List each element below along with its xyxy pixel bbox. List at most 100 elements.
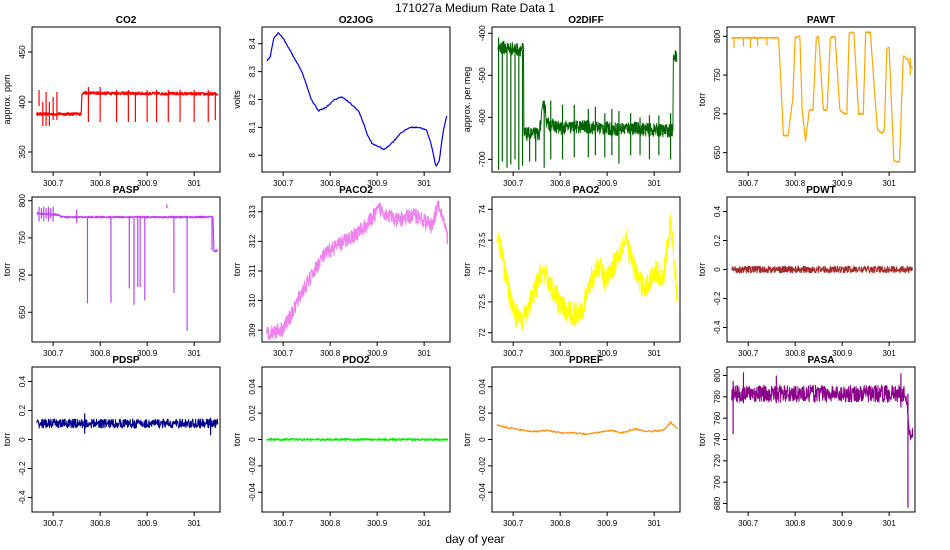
y-tick-label: 8.1 (248, 121, 257, 133)
x-tick-label: 300.7 (273, 179, 294, 188)
x-tick-label: 300.8 (320, 519, 341, 528)
panel-pao2: PAO2 torr 300.7 300.8 300.9 301 72 72.5 73 73.5 74 (462, 185, 681, 358)
x-tick-label: 300.8 (320, 349, 341, 358)
x-tick-label: 300.7 (503, 519, 524, 528)
x-tick-label: 300.9 (597, 179, 618, 188)
y-axis-label: torr (697, 433, 707, 447)
y-tick-label: -0.02 (248, 456, 257, 475)
series-line (731, 384, 914, 440)
y-axis-label: torr (232, 263, 242, 277)
x-tick-label: 300.8 (90, 179, 111, 188)
panel-title: PAO2 (573, 185, 600, 196)
y-tick-label: -0.04 (248, 483, 257, 502)
y-tick-label: 350 (18, 145, 27, 159)
y-tick-label: 740 (713, 432, 722, 446)
figure-title: 171027a Medium Rate Data 1 (395, 1, 555, 15)
series-line (266, 438, 449, 442)
y-tick-label: 8.2 (248, 93, 257, 105)
y-axis-label: torr (462, 433, 472, 447)
y-tick-label: 0.4 (18, 375, 27, 387)
plot-frame (31, 196, 221, 343)
series-line (36, 90, 219, 117)
x-tick-label: 300.8 (550, 519, 571, 528)
series-line (496, 214, 679, 332)
y-tick-label: 800 (713, 368, 722, 382)
x-tick-label: 300.7 (738, 349, 759, 358)
series-line (266, 32, 448, 167)
panel-title: PACO2 (339, 185, 373, 196)
y-tick-label: 0.02 (478, 405, 487, 421)
x-tick-label: 301 (647, 349, 661, 358)
y-tick-label: 8 (248, 152, 257, 157)
x-tick-label: 301 (647, 179, 661, 188)
x-tick-label: 301 (882, 179, 896, 188)
y-tick-label: 73 (478, 266, 487, 275)
y-tick-label: 0.2 (18, 404, 27, 416)
y-tick-label: 309 (248, 323, 257, 337)
y-tick-label: 312 (248, 234, 257, 248)
y-tick-label: 310 (248, 293, 257, 307)
y-axis-label: torr (462, 263, 472, 277)
y-tick-label: 0.04 (248, 378, 257, 394)
x-tick-label: 300.7 (43, 519, 64, 528)
panel-pasp: PASP torr 300.7 300.8 300.9 301 650 700 750 800 (2, 185, 221, 358)
plot-frame (261, 196, 451, 343)
y-tick-label: 0.4 (713, 205, 722, 217)
panel-title: O2DIFF (568, 15, 604, 26)
panel-o2jog: O2JOG volts 300.7 300.8 300.9 301 8 8.1 8.2 8.3 8.… (232, 15, 451, 188)
x-tick-label: 300.7 (738, 519, 759, 528)
series-line (36, 418, 219, 429)
x-tick-label: 300.7 (503, 179, 524, 188)
x-tick-label: 300.8 (320, 179, 341, 188)
x-tick-label: 300.7 (43, 349, 64, 358)
x-tick-label: 301 (187, 179, 201, 188)
x-tick-label: 300.8 (90, 519, 111, 528)
x-tick-label: 301 (647, 519, 661, 528)
figure-xlabel: day of year (445, 532, 504, 546)
x-tick-label: 300.9 (367, 519, 388, 528)
x-tick-label: 301 (417, 349, 431, 358)
x-tick-label: 300.7 (503, 349, 524, 358)
y-tick-label: 73.5 (478, 232, 487, 248)
plot-frame (491, 196, 681, 343)
panel-title: PDREF (569, 355, 603, 366)
x-tick-label: 300.9 (367, 179, 388, 188)
y-tick-label: 750 (713, 68, 722, 82)
y-tick-label: 313 (248, 205, 257, 219)
panel-paco2: PACO2 torr 300.7 300.8 300.9 301 309 310 311 312 3… (232, 185, 451, 358)
x-tick-label: 301 (882, 519, 896, 528)
y-tick-label: 700 (18, 268, 27, 282)
panel-title: PAWT (807, 15, 835, 26)
x-tick-label: 300.8 (785, 349, 806, 358)
y-tick-label: 700 (713, 475, 722, 489)
panel-title: PDWT (806, 185, 835, 196)
x-tick-label: 301 (187, 519, 201, 528)
x-tick-label: 300.9 (832, 519, 853, 528)
x-tick-label: 300.7 (273, 519, 294, 528)
panel-co2: CO2 approx. ppm 300.7 300.8 300.9 301 350 400 45… (2, 15, 221, 188)
plot-frame (261, 26, 451, 173)
series-line (731, 265, 914, 274)
plot-frame (31, 26, 221, 173)
y-tick-label: 0.04 (478, 378, 487, 394)
y-tick-label: -500 (478, 67, 487, 84)
y-tick-label: -0.2 (18, 461, 27, 475)
x-tick-label: 300.8 (785, 519, 806, 528)
x-tick-label: 300.9 (597, 519, 618, 528)
y-tick-label: 0 (478, 437, 487, 442)
y-tick-label: -400 (478, 25, 487, 42)
y-tick-label: 8.3 (248, 66, 257, 78)
panel-title: PDO2 (342, 355, 370, 366)
y-tick-label: 311 (248, 264, 257, 277)
x-tick-label: 300.9 (137, 349, 158, 358)
y-tick-label: 700 (713, 107, 722, 121)
y-tick-label: -600 (478, 109, 487, 126)
y-tick-label: -0.02 (478, 456, 487, 475)
x-tick-label: 301 (882, 349, 896, 358)
y-axis-label: torr (697, 263, 707, 277)
y-tick-label: 800 (713, 29, 722, 43)
y-tick-label: 800 (18, 193, 27, 207)
plot-frame (491, 366, 681, 513)
x-tick-label: 300.7 (738, 179, 759, 188)
panel-pawt: PAWT torr 300.7 300.8 300.9 301 650 700 750 800 (697, 15, 916, 188)
